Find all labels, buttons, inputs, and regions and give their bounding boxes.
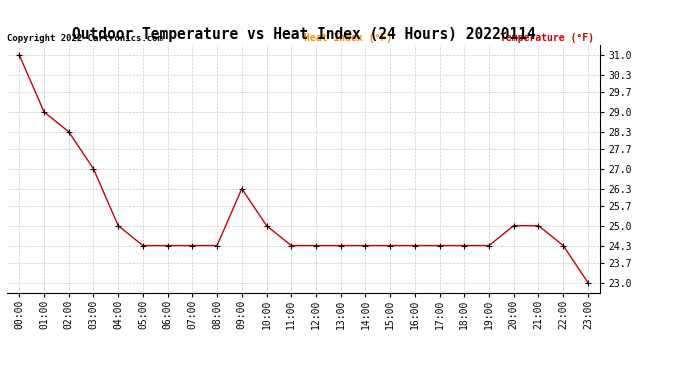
Text: Temperature (°F): Temperature (°F) [500,33,594,42]
Title: Outdoor Temperature vs Heat Index (24 Hours) 20220114: Outdoor Temperature vs Heat Index (24 Ho… [72,27,535,42]
Text: Heat Index (°F): Heat Index (°F) [304,33,393,42]
Text: Copyright 2022 Cartronics.com: Copyright 2022 Cartronics.com [7,33,163,42]
